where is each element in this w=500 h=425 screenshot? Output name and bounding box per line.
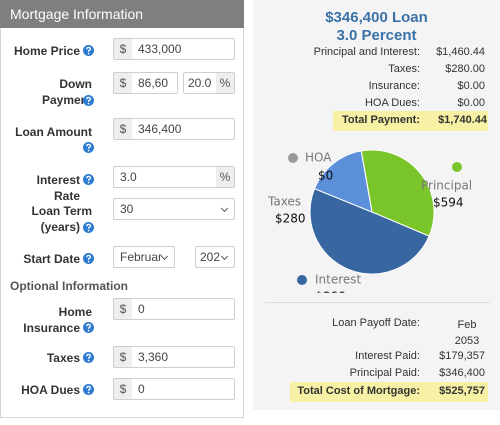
select[interactable]: 30 bbox=[113, 198, 235, 220]
results-subtitle: 3.0 Percent bbox=[336, 27, 417, 44]
value-label: $866 bbox=[315, 290, 346, 294]
result-value: $346,400 bbox=[439, 367, 485, 379]
help-icon[interactable] bbox=[83, 95, 94, 106]
input-value: 346,400 bbox=[138, 122, 182, 136]
field-label: Taxes bbox=[46, 351, 80, 365]
input-prefix: $ bbox=[114, 379, 132, 399]
result-label: Interest Paid: bbox=[355, 350, 420, 362]
text-input[interactable]: $3,360 bbox=[113, 346, 235, 368]
help-icon[interactable] bbox=[83, 142, 94, 153]
divider bbox=[265, 302, 490, 303]
field-label: Interest Rate bbox=[36, 173, 80, 203]
result-value: $1,460.44 bbox=[436, 46, 485, 58]
input-value: Februar bbox=[120, 250, 163, 264]
section-title: Optional Information bbox=[10, 279, 128, 293]
input-value: 433,000 bbox=[138, 42, 182, 56]
text-input[interactable]: 20.0% bbox=[183, 72, 235, 94]
legend-dot bbox=[452, 162, 462, 172]
result-label: Principal Paid: bbox=[349, 367, 420, 379]
field-label: Loan Term bbox=[31, 204, 92, 218]
input-prefix: $ bbox=[114, 347, 132, 367]
category-label: Principal bbox=[421, 179, 472, 193]
select-arrow bbox=[220, 204, 229, 213]
field-label: (years) bbox=[40, 220, 80, 234]
input-value: 0 bbox=[138, 382, 145, 396]
panel-header: Mortgage Information bbox=[0, 0, 244, 28]
category-label: Taxes bbox=[267, 195, 301, 209]
input-suffix: % bbox=[216, 73, 234, 93]
result-label: Total Payment: bbox=[341, 114, 420, 126]
text-input[interactable]: $433,000 bbox=[113, 38, 235, 60]
pie-chart: Principal $594 Interest $866 Taxes $280 HOA $0 bbox=[267, 149, 472, 294]
select[interactable]: Februar bbox=[113, 246, 175, 268]
text-input[interactable]: $346,400 bbox=[113, 118, 235, 140]
select[interactable]: 202 bbox=[195, 246, 235, 268]
field-label: Loan Amount bbox=[15, 125, 92, 139]
value-label: $280 bbox=[275, 212, 306, 226]
input-value: 30 bbox=[120, 202, 134, 216]
result-label: Loan Payoff Date: bbox=[332, 317, 420, 329]
text-input[interactable]: $0 bbox=[113, 298, 235, 320]
input-prefix: $ bbox=[114, 299, 132, 319]
field-label: Start Date bbox=[23, 252, 80, 266]
help-icon[interactable] bbox=[83, 253, 94, 264]
result-label: Principal and Interest: bbox=[313, 46, 420, 58]
form-panel bbox=[0, 0, 244, 418]
input-prefix: $ bbox=[114, 39, 132, 59]
pie-slice bbox=[309, 188, 430, 275]
results-title: $346,400 Loan bbox=[325, 9, 428, 26]
pie-slice bbox=[360, 150, 373, 213]
help-icon[interactable] bbox=[83, 45, 94, 56]
help-icon[interactable] bbox=[83, 352, 94, 363]
input-value: 0 bbox=[138, 302, 145, 316]
input-value: 20.0 bbox=[188, 76, 212, 90]
input-value: 202 bbox=[200, 250, 221, 264]
field-label: HOA Dues bbox=[21, 383, 80, 397]
result-value: Feb 2053 bbox=[454, 319, 480, 347]
category-label: HOA bbox=[305, 151, 332, 165]
input-value: 3,360 bbox=[138, 350, 169, 364]
highlight bbox=[333, 111, 488, 131]
highlight bbox=[290, 382, 488, 402]
result-label: Total Cost of Mortgage: bbox=[297, 385, 420, 397]
result-value: $0.00 bbox=[457, 97, 485, 109]
help-icon[interactable] bbox=[83, 222, 94, 233]
help-icon[interactable] bbox=[83, 174, 94, 185]
text-input[interactable]: $86,60 bbox=[113, 72, 178, 94]
result-value: $179,357 bbox=[439, 350, 485, 362]
category-label: Interest bbox=[315, 273, 362, 287]
field-label: Insurance bbox=[23, 321, 80, 335]
text-input[interactable]: 3.0% bbox=[113, 166, 235, 188]
field-label: Home Price bbox=[13, 44, 80, 58]
text-input[interactable]: $0 bbox=[113, 378, 235, 400]
select-arrow bbox=[220, 252, 229, 261]
help-icon[interactable] bbox=[83, 384, 94, 395]
field-label: Down Payment bbox=[41, 77, 92, 107]
result-value: $0.00 bbox=[457, 80, 485, 92]
result-label: Insurance: bbox=[368, 80, 420, 92]
result-value: $280.00 bbox=[445, 63, 485, 75]
result-label: HOA Dues: bbox=[364, 97, 420, 109]
legend-dot bbox=[288, 153, 298, 163]
input-value: 3.0 bbox=[120, 170, 137, 184]
value-label: $0 bbox=[318, 169, 333, 183]
input-prefix: $ bbox=[114, 119, 132, 139]
result-value: $525,757 bbox=[439, 385, 485, 397]
input-suffix: % bbox=[216, 167, 234, 187]
legend-dot bbox=[297, 275, 307, 285]
input-value: 86,60 bbox=[138, 76, 169, 90]
pie-slice bbox=[313, 150, 373, 213]
input-prefix: $ bbox=[114, 73, 132, 93]
result-value: $1,740.44 bbox=[438, 114, 487, 126]
help-icon[interactable] bbox=[83, 322, 94, 333]
result-label: Taxes: bbox=[388, 63, 420, 75]
field-label: Home bbox=[58, 305, 92, 319]
value-label: $594 bbox=[433, 196, 464, 210]
